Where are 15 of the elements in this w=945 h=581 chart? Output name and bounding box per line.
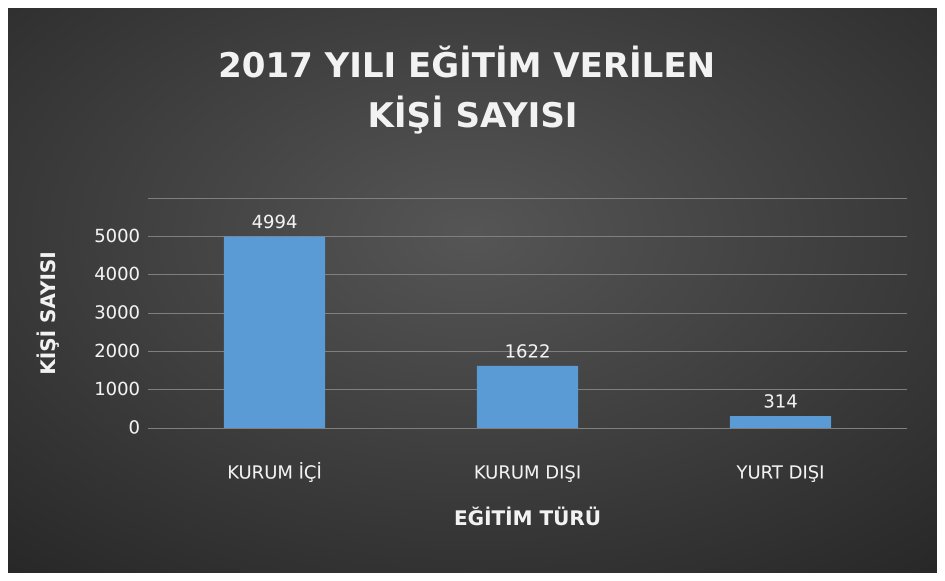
x-tick-label: KURUM DIŞI <box>474 462 582 484</box>
y-tick-label: 4000 <box>94 264 140 286</box>
data-label: 314 <box>763 391 798 412</box>
y-tick-label: 5000 <box>94 226 140 247</box>
y-axis-title: KİŞİ SAYISI <box>36 251 60 375</box>
y-tick-label: 2000 <box>94 340 140 362</box>
y-tick-label: 0 <box>128 418 140 438</box>
data-label: 4994 <box>252 212 298 234</box>
x-axis-title: EĞİTİM TÜRÜ <box>454 506 601 530</box>
y-tick-label: 3000 <box>94 302 140 324</box>
x-tick-label: KURUM İÇİ <box>227 462 322 484</box>
y-tick-label: 1000 <box>94 379 140 400</box>
x-tick-label: YURT DIŞI <box>736 462 824 484</box>
data-label: 1622 <box>504 341 550 362</box>
chart-title: 2017 YILI EĞİTİM VERİLEN KİŞİ SAYISI <box>218 45 727 136</box>
